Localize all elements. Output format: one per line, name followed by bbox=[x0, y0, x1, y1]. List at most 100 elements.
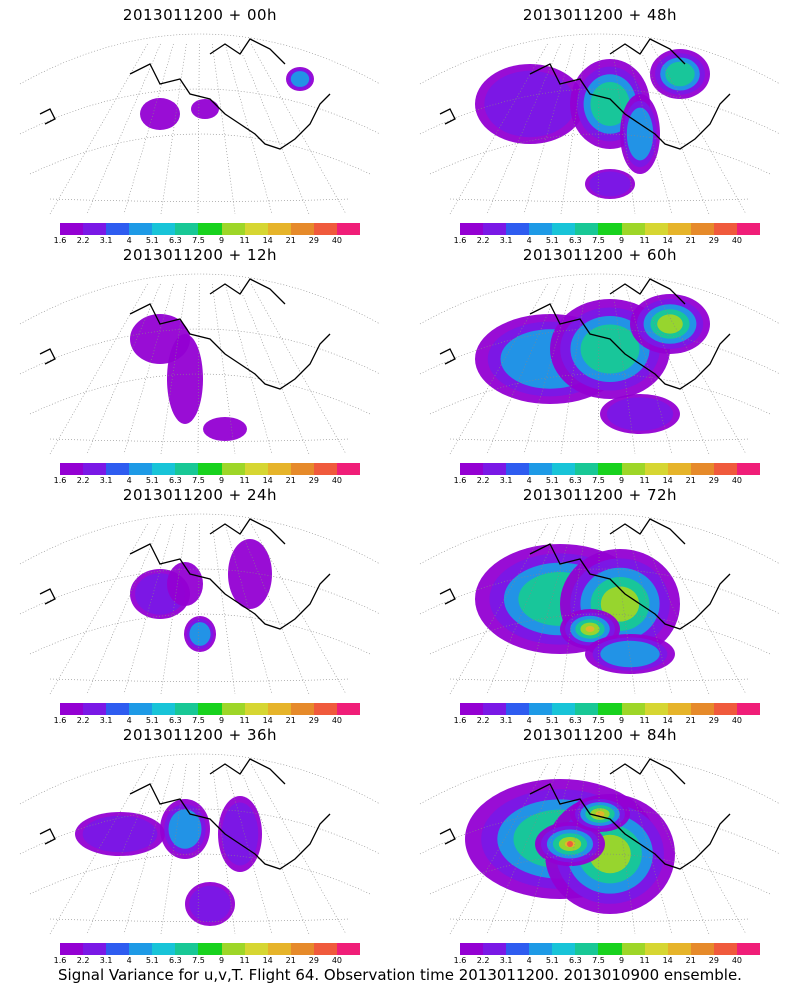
colorbar-tick-label: 4 bbox=[526, 956, 532, 965]
graticule-meridian bbox=[123, 763, 174, 935]
colorbar-ticks: 1.6 2.2 3.1 4 5.1 6.3 7.5 9 11 14 21 29 40 bbox=[454, 236, 760, 246]
coastline bbox=[39, 518, 331, 630]
colorbar-tick-label: 11 bbox=[239, 956, 250, 965]
colorbar bbox=[60, 703, 361, 715]
variance-region bbox=[228, 539, 272, 609]
colorbar-swatch bbox=[667, 223, 691, 235]
map-panel: 2013011200 + 84h 1.6 2.2 3.1 4 5.1 6.3 7.5 9 11 1… bbox=[400, 720, 800, 970]
colorbar-tick-label: 9 bbox=[218, 716, 225, 725]
graticule bbox=[419, 753, 781, 935]
colorbar-tick-label: 14 bbox=[262, 476, 273, 485]
variance-field bbox=[465, 779, 675, 914]
colorbar-tick-label: 2.2 bbox=[76, 716, 90, 725]
colorbar-tick-label: 9 bbox=[218, 956, 225, 965]
colorbar-swatch bbox=[621, 703, 645, 715]
colorbar-swatch bbox=[713, 463, 737, 475]
colorbar-tick-label: 11 bbox=[239, 476, 250, 485]
graticule-arc bbox=[29, 613, 371, 655]
variance-region bbox=[189, 622, 211, 646]
coastline bbox=[39, 758, 331, 870]
variance-field bbox=[475, 49, 710, 199]
colorbar-swatch bbox=[667, 703, 691, 715]
graticule-meridian bbox=[523, 763, 574, 935]
colorbar-ticks: 1.6 2.2 3.1 4 5.1 6.3 7.5 9 11 14 21 29 40 bbox=[454, 476, 760, 486]
map-panel: 2013011200 + 60h 1.6 2.2 3.1 4 5.1 6.3 7.5 9 11 1… bbox=[400, 240, 800, 490]
variance-region bbox=[191, 99, 219, 119]
colorbar-tick-label: 7.5 bbox=[192, 476, 205, 485]
colorbar-swatch bbox=[460, 463, 484, 475]
colorbar-tick-label: 6.3 bbox=[569, 236, 582, 245]
colorbar-swatch bbox=[552, 463, 576, 475]
panel-title: 2013011200 + 60h bbox=[522, 246, 678, 264]
colorbar-swatch bbox=[575, 943, 599, 955]
colorbar-swatch bbox=[575, 703, 599, 715]
graticule-meridian bbox=[486, 43, 561, 215]
colorbar-swatch bbox=[736, 943, 761, 955]
colorbar-tick-label: 40 bbox=[331, 476, 343, 485]
variance-region bbox=[167, 334, 203, 424]
colorbar-ticks: 1.6 2.2 3.1 4 5.1 6.3 7.5 9 11 14 21 29 40 bbox=[54, 716, 360, 726]
coastline bbox=[439, 758, 731, 870]
colorbar-swatch bbox=[483, 463, 507, 475]
colorbar-tick-label: 4 bbox=[126, 476, 132, 485]
panel-title: 2013011200 + 12h bbox=[122, 246, 278, 264]
variance-region bbox=[189, 885, 231, 923]
colorbar-tick-label: 14 bbox=[262, 716, 273, 725]
colorbar-swatch bbox=[529, 943, 553, 955]
graticule-meridian bbox=[637, 283, 710, 455]
panel-title: 2013011200 + 72h bbox=[522, 486, 678, 504]
colorbar-swatch bbox=[598, 943, 622, 955]
colorbar-swatch bbox=[83, 223, 107, 235]
colorbar-swatch bbox=[667, 943, 691, 955]
graticule-meridian bbox=[486, 283, 561, 455]
colorbar-tick-label: 40 bbox=[331, 956, 343, 965]
colorbar-tick-label: 5.1 bbox=[545, 236, 559, 245]
graticule-arc bbox=[429, 613, 771, 655]
colorbar-swatch bbox=[483, 943, 507, 955]
colorbar-swatch bbox=[336, 463, 361, 475]
graticule-meridian bbox=[486, 523, 561, 695]
map-panel: 2013011200 + 24h 1.6 2.2 3.1 4 5.1 6.3 7.5 9 11 1… bbox=[0, 480, 400, 730]
variance-region bbox=[589, 171, 631, 197]
colorbar-swatch bbox=[644, 703, 668, 715]
colorbar-swatch bbox=[336, 703, 361, 715]
graticule-meridian bbox=[250, 283, 347, 455]
colorbar-swatch bbox=[713, 703, 737, 715]
colorbar-tick-label: 9 bbox=[618, 716, 625, 725]
graticule-arc bbox=[49, 438, 351, 442]
colorbar-tick-label: 3.1 bbox=[499, 716, 513, 725]
colorbar-tick-label: 5.1 bbox=[145, 236, 159, 245]
graticule-arc bbox=[419, 513, 781, 565]
colorbar-tick-label: 21 bbox=[685, 236, 696, 245]
colorbar-swatch bbox=[690, 943, 714, 955]
graticule-meridian bbox=[650, 763, 747, 935]
graticule-meridian bbox=[86, 43, 161, 215]
variance-region bbox=[168, 809, 202, 849]
colorbar bbox=[60, 943, 361, 955]
colorbar-tick-label: 11 bbox=[639, 236, 650, 245]
graticule-meridian bbox=[86, 523, 161, 695]
colorbar-tick-label: 4 bbox=[126, 956, 132, 965]
colorbar-swatch bbox=[221, 223, 245, 235]
colorbar-swatch bbox=[290, 703, 314, 715]
graticule-arc bbox=[49, 198, 351, 202]
graticule-meridian bbox=[523, 43, 574, 215]
graticule-arc bbox=[19, 513, 381, 565]
variance-region bbox=[167, 562, 203, 606]
colorbar-swatch bbox=[644, 223, 668, 235]
colorbar-tick-label: 4 bbox=[126, 236, 132, 245]
variance-field bbox=[475, 294, 710, 434]
colorbar-tick-label: 4 bbox=[126, 716, 132, 725]
colorbar-tick-label: 3.1 bbox=[499, 476, 513, 485]
colorbar-tick-label: 9 bbox=[218, 476, 225, 485]
colorbar-swatch bbox=[736, 463, 761, 475]
colorbar-tick-label: 6.3 bbox=[169, 956, 182, 965]
colorbar-tick-label: 2.2 bbox=[76, 476, 90, 485]
colorbar-swatch bbox=[644, 463, 668, 475]
colorbar-tick-label: 40 bbox=[331, 716, 343, 725]
colorbar-tick-label: 21 bbox=[685, 716, 696, 725]
colorbar-swatch bbox=[690, 703, 714, 715]
variance-region bbox=[140, 98, 180, 130]
graticule-meridian bbox=[123, 523, 174, 695]
colorbar-ticks: 1.6 2.2 3.1 4 5.1 6.3 7.5 9 11 14 21 29 40 bbox=[54, 236, 360, 246]
